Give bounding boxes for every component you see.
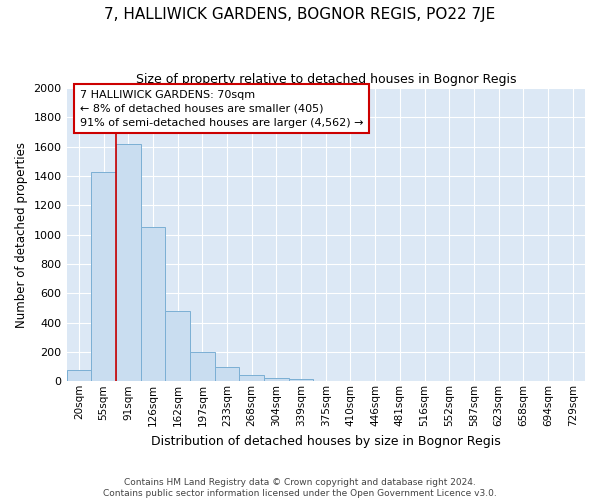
Bar bbox=[140, 228, 165, 382]
Bar bbox=[190, 352, 215, 382]
X-axis label: Distribution of detached houses by size in Bognor Regis: Distribution of detached houses by size … bbox=[151, 434, 500, 448]
Bar bbox=[165, 311, 190, 382]
Text: 7 HALLIWICK GARDENS: 70sqm
← 8% of detached houses are smaller (405)
91% of semi: 7 HALLIWICK GARDENS: 70sqm ← 8% of detac… bbox=[80, 90, 363, 128]
Bar bbox=[67, 370, 91, 382]
Bar bbox=[116, 144, 140, 382]
Bar bbox=[239, 376, 264, 382]
Bar bbox=[91, 172, 116, 382]
Text: Contains HM Land Registry data © Crown copyright and database right 2024.
Contai: Contains HM Land Registry data © Crown c… bbox=[103, 478, 497, 498]
Title: Size of property relative to detached houses in Bognor Regis: Size of property relative to detached ho… bbox=[136, 72, 516, 86]
Bar bbox=[264, 378, 289, 382]
Bar bbox=[289, 379, 313, 382]
Text: 7, HALLIWICK GARDENS, BOGNOR REGIS, PO22 7JE: 7, HALLIWICK GARDENS, BOGNOR REGIS, PO22… bbox=[104, 8, 496, 22]
Bar bbox=[215, 366, 239, 382]
Y-axis label: Number of detached properties: Number of detached properties bbox=[15, 142, 28, 328]
